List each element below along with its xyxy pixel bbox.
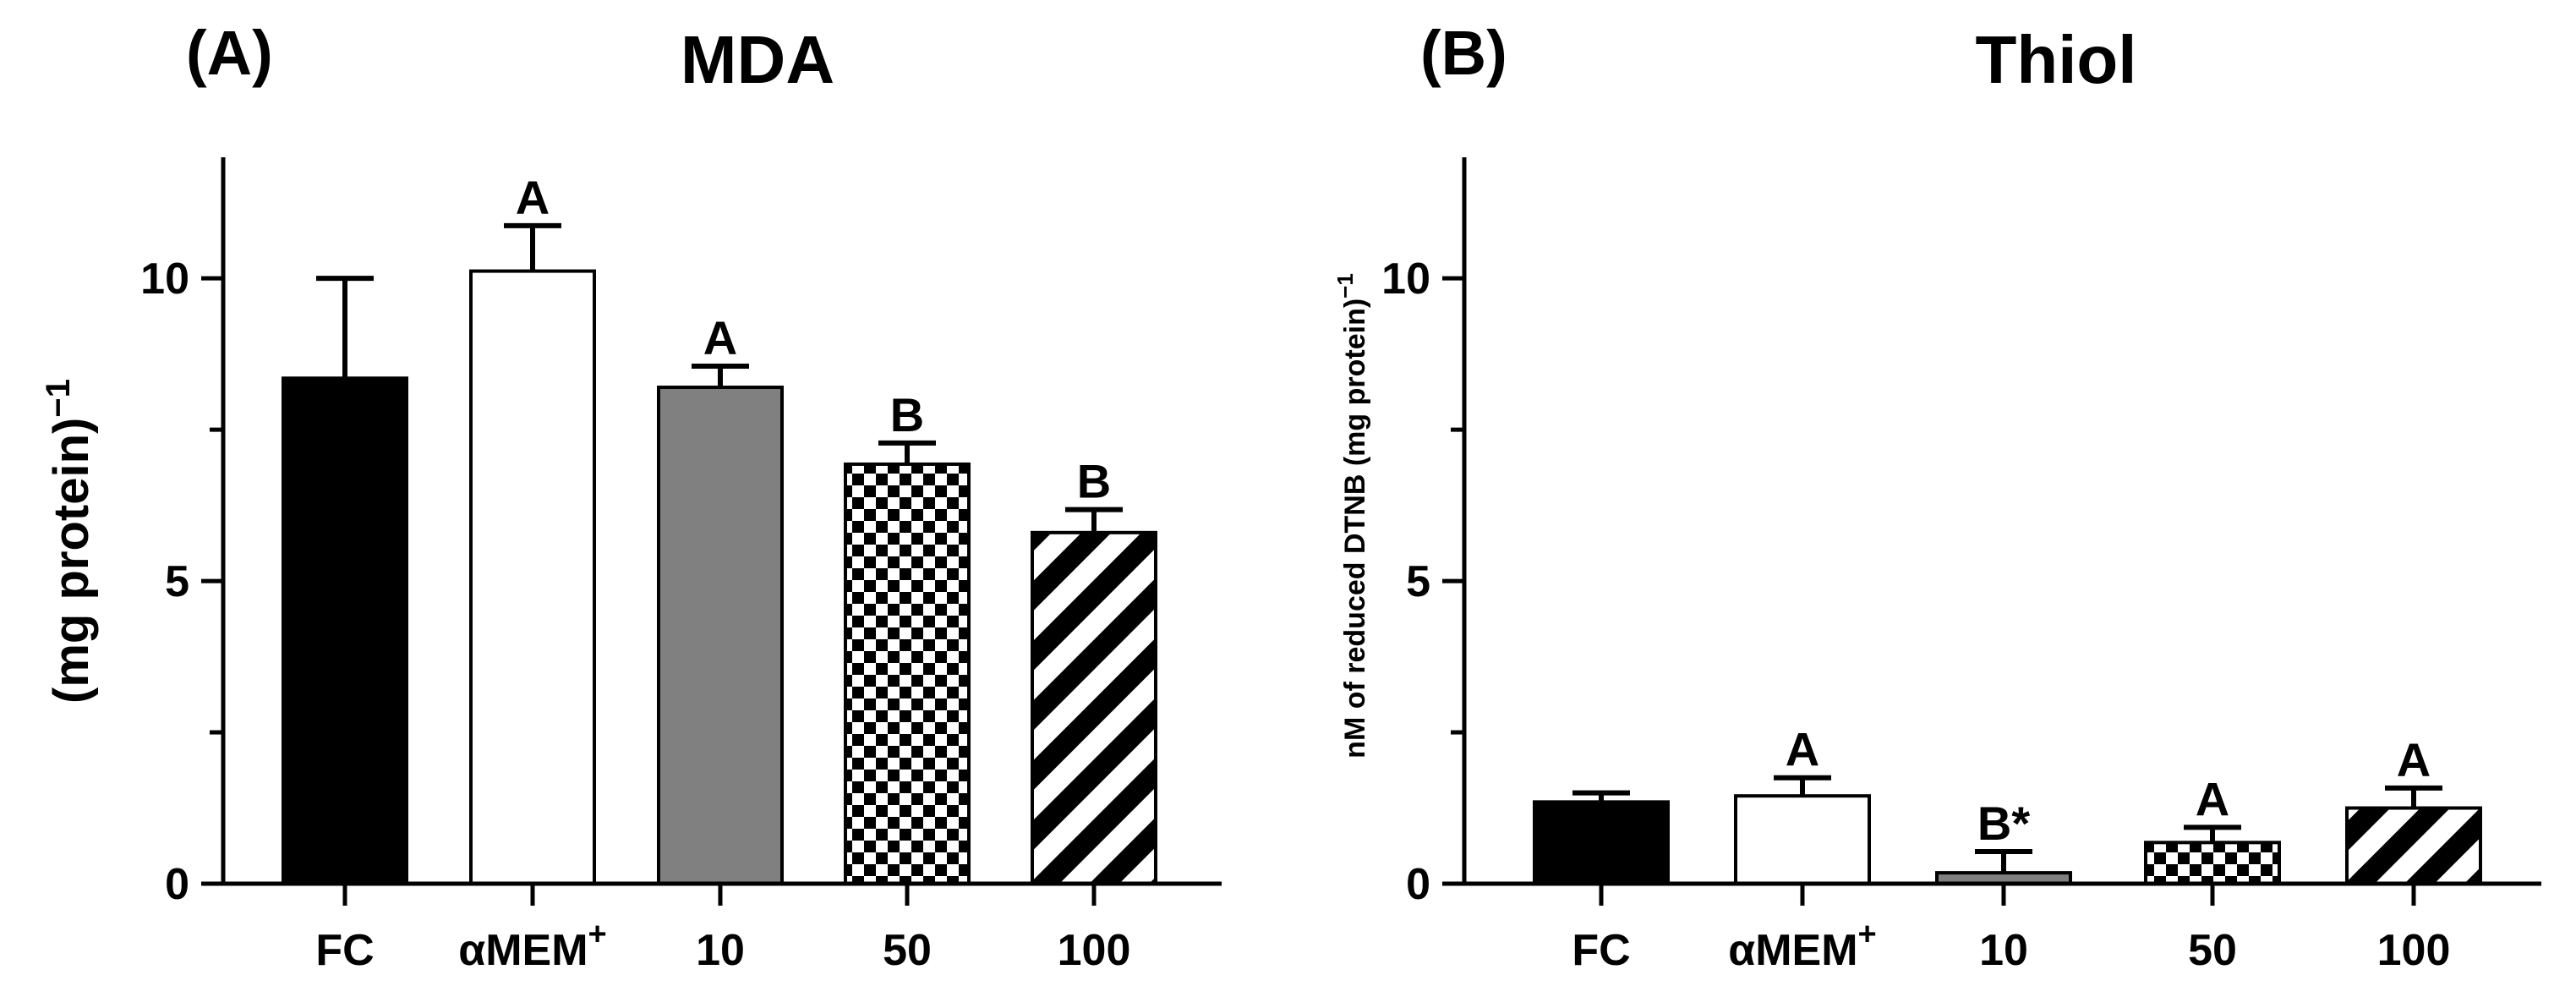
panel-b-y-tick-label: 0 [1406,860,1430,909]
panel-a-y-tick-label: 0 [165,860,189,909]
panel-a-x-tick-label: 50 [883,926,932,975]
panel-b-y-axis-label: nM of reduced DTNB (mg protein)−1 [1332,273,1371,759]
panel-a-significance-label: B [1077,455,1111,508]
panel-a-x-tick-label: αMEM+ [458,917,607,975]
panel-a-bar [1031,530,1157,885]
panel-b-x-tick-labels: FC αMEM+ 10 50 100 [1572,884,2450,975]
panel-b-y-tick-label: 10 [1381,255,1430,304]
panel-b-bar [1533,800,1670,885]
panel-a-x-tick-label: 100 [1058,926,1131,975]
panel-b-significance-label: A [2397,733,2431,786]
panel-b-bars [1533,794,2482,885]
panel-a-label: (A) [186,18,273,88]
panel-a-bar [469,269,596,885]
panel-b-x-tick-label: 100 [2377,926,2451,975]
panel-b-y-ticks: 0 5 10 [1381,255,1464,909]
panel-a-y-axis-label: (mg protein)−1 [40,379,99,704]
panel-b-bar [2144,841,2281,885]
panel-a-bar [844,462,971,885]
panel-a-mda-chart: (A) MDA (mg protein)−1 A A B B 0 5 10 FC αMEM+… [40,18,1222,975]
panel-a-x-tick-label: 10 [696,926,745,975]
panel-b-label: (B) [1420,18,1507,88]
panel-a-bar [282,376,408,885]
panel-b-significance-label: B* [1977,797,2030,850]
panel-a-y-ticks: 0 5 10 [140,255,223,909]
panel-b-x-tick-label: FC [1572,926,1630,975]
panel-a-significance-label: A [516,171,550,224]
panel-b-title: Thiol [1975,22,2136,97]
panel-a-x-tick-labels: FC αMEM+ 10 50 100 [315,884,1130,975]
panel-b-x-tick-label: αMEM+ [1728,917,1877,975]
panel-b-x-tick-label: 10 [1979,926,2028,975]
panel-a-significance-label: B [890,388,924,441]
panel-b-significance-label: A [1786,723,1819,776]
panel-b-significance-label: A [2196,772,2229,825]
panel-b-error-bars [1572,775,2442,874]
panel-a-y-tick-label: 10 [140,255,189,304]
panel-b-thiol-chart: (B) Thiol nM of reduced DTNB (mg protein… [1332,18,2541,975]
panel-a-significance-labels: A A B B [516,171,1111,508]
panel-a-bar [657,386,784,885]
panel-b-y-tick-label: 5 [1406,557,1430,606]
panel-a-error-bars [316,222,1123,533]
panel-a-significance-label: A [703,311,737,364]
panel-a-y-tick-label: 5 [165,557,189,606]
panel-b-x-tick-label: 50 [2188,926,2237,975]
panel-a-title: MDA [681,22,834,97]
panel-a-x-tick-label: FC [315,926,374,975]
panel-b-bar [1734,794,1871,885]
panel-b-significance-labels: A B* A A [1786,723,2431,850]
panel-b-bar [2345,806,2482,885]
